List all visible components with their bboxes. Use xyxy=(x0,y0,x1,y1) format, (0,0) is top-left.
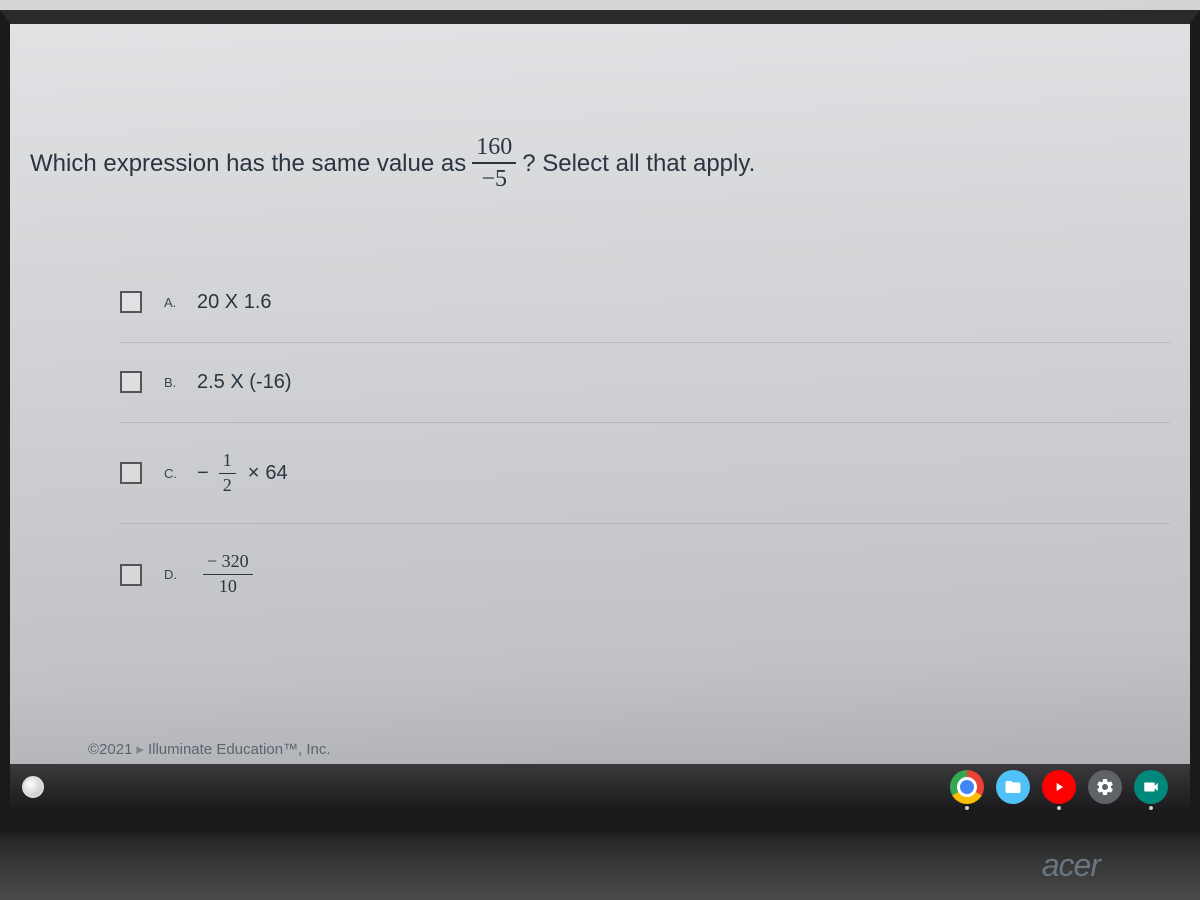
option-c-content: − 1 2 × 64 xyxy=(197,451,288,496)
chrome-icon[interactable] xyxy=(950,770,984,804)
option-b-content: 2.5 X (-16) xyxy=(197,371,291,394)
option-c-multiplicand: 64 xyxy=(265,462,287,485)
question-fraction: 160 −5 xyxy=(472,134,516,193)
divider xyxy=(120,422,1170,423)
question-fraction-denominator: −5 xyxy=(477,164,511,192)
option-a-checkbox[interactable] xyxy=(120,291,142,313)
files-icon[interactable] xyxy=(996,770,1030,804)
question-prompt: Which expression has the same value as 1… xyxy=(30,134,1170,193)
divider xyxy=(120,342,1170,343)
footer-icon: ▸ xyxy=(136,740,144,758)
answer-options: A. 20 X 1.6 B. 2.5 X (-16) C. − 1 2 xyxy=(30,273,1170,615)
option-a-content: 20 X 1.6 xyxy=(197,291,272,314)
quiz-content: Which expression has the same value as 1… xyxy=(10,24,1190,810)
question-prefix: Which expression has the same value as xyxy=(30,147,466,181)
option-d-denominator: 10 xyxy=(215,575,241,597)
option-c-checkbox[interactable] xyxy=(120,462,142,484)
taskbar-left xyxy=(22,776,44,798)
option-d-checkbox[interactable] xyxy=(120,564,142,586)
laptop-bezel: acer xyxy=(0,830,1200,900)
option-b-checkbox[interactable] xyxy=(120,371,142,393)
taskbar-right xyxy=(950,770,1178,804)
option-a-row[interactable]: A. 20 X 1.6 xyxy=(120,273,1170,332)
option-d-letter: D. xyxy=(164,567,179,582)
option-c-times: × xyxy=(248,462,260,485)
option-c-row[interactable]: C. − 1 2 × 64 xyxy=(120,433,1170,514)
option-d-content: − 320 10 xyxy=(197,552,259,597)
option-a-letter: A. xyxy=(164,295,179,310)
option-c-numerator: 1 xyxy=(219,451,236,474)
copyright-text: ©2021 xyxy=(88,741,132,758)
page-footer: ©2021 ▸ Illuminate Education™, Inc. xyxy=(88,740,331,758)
launcher-icon[interactable] xyxy=(22,776,44,798)
footer-company: Illuminate Education™, Inc. xyxy=(148,741,331,758)
option-b-letter: B. xyxy=(164,375,179,390)
screen-viewport: Which expression has the same value as 1… xyxy=(0,10,1200,830)
option-c-denominator: 2 xyxy=(219,474,236,496)
option-d-row[interactable]: D. − 320 10 xyxy=(120,534,1170,615)
option-d-numerator: − 320 xyxy=(203,552,253,575)
taskbar xyxy=(10,764,1190,810)
question-suffix: ? Select all that apply. xyxy=(522,147,755,181)
option-b-row[interactable]: B. 2.5 X (-16) xyxy=(120,353,1170,412)
brand-logo: acer xyxy=(1042,847,1100,884)
option-c-letter: C. xyxy=(164,466,179,481)
option-c-fraction: 1 2 xyxy=(219,451,236,496)
youtube-icon[interactable] xyxy=(1042,770,1076,804)
question-fraction-numerator: 160 xyxy=(472,134,516,164)
divider xyxy=(120,523,1170,524)
option-c-minus: − xyxy=(197,462,209,485)
option-d-fraction: − 320 10 xyxy=(203,552,253,597)
video-icon[interactable] xyxy=(1134,770,1168,804)
settings-icon[interactable] xyxy=(1088,770,1122,804)
